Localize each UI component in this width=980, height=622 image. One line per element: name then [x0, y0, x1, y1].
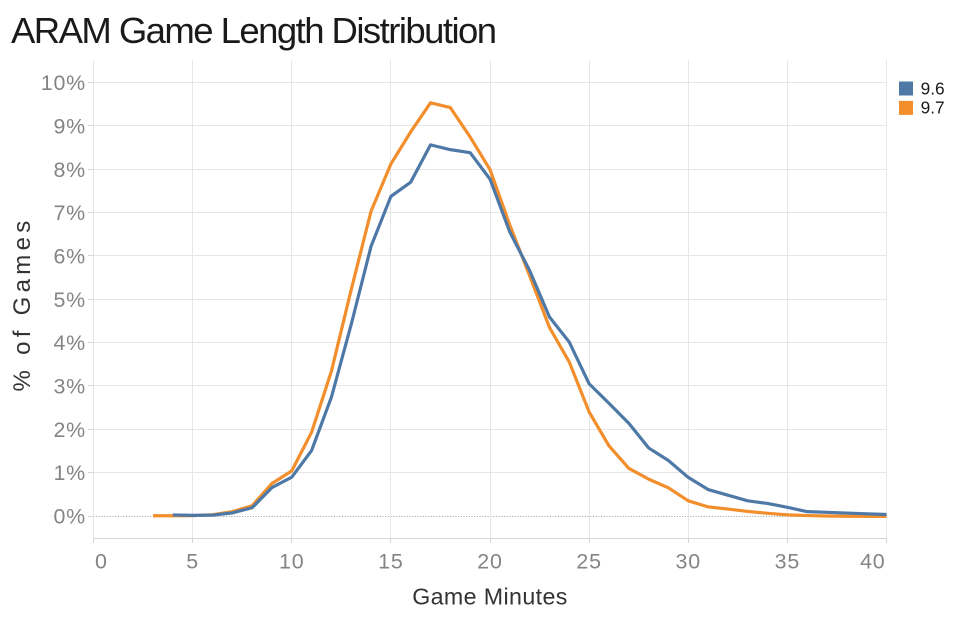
- svg-text:40: 40: [860, 549, 885, 573]
- svg-text:25: 25: [576, 549, 601, 573]
- svg-text:6%: 6%: [53, 244, 86, 268]
- svg-text:10%: 10%: [41, 71, 86, 95]
- svg-text:2%: 2%: [53, 418, 86, 442]
- svg-text:5: 5: [186, 549, 199, 573]
- svg-text:30: 30: [676, 549, 701, 573]
- svg-text:0%: 0%: [53, 505, 86, 529]
- svg-text:9.6: 9.6: [921, 78, 945, 98]
- svg-text:7%: 7%: [53, 201, 86, 225]
- svg-text:Game Minutes: Game Minutes: [412, 583, 568, 609]
- svg-text:5%: 5%: [53, 288, 86, 312]
- svg-text:35: 35: [775, 549, 800, 573]
- svg-text:9%: 9%: [53, 114, 86, 138]
- svg-text:1%: 1%: [53, 461, 86, 485]
- svg-text:8%: 8%: [53, 158, 86, 182]
- svg-text:0: 0: [95, 549, 108, 573]
- svg-text:3%: 3%: [53, 375, 86, 399]
- svg-text:20: 20: [477, 549, 502, 573]
- svg-text:ARAM Game Length Distribution: ARAM Game Length Distribution: [11, 10, 496, 51]
- svg-text:4%: 4%: [53, 331, 86, 355]
- svg-text:9.7: 9.7: [921, 98, 945, 118]
- svg-text:10: 10: [279, 549, 304, 573]
- svg-text:% of Games: % of Games: [9, 216, 36, 391]
- svg-text:15: 15: [378, 549, 403, 573]
